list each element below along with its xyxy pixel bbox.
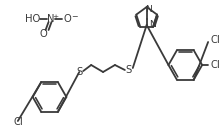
Text: N: N — [145, 5, 152, 14]
Text: −: − — [71, 13, 78, 22]
Text: Cl: Cl — [14, 117, 24, 127]
Text: +: + — [52, 14, 59, 20]
Text: N: N — [149, 20, 156, 29]
Text: S: S — [76, 67, 82, 77]
Text: Cl: Cl — [210, 35, 220, 45]
Text: S: S — [126, 65, 132, 75]
Text: N: N — [47, 14, 54, 24]
Text: Cl: Cl — [210, 60, 220, 70]
Text: HO: HO — [25, 14, 40, 24]
Text: O: O — [63, 14, 71, 24]
Text: O: O — [40, 29, 48, 39]
